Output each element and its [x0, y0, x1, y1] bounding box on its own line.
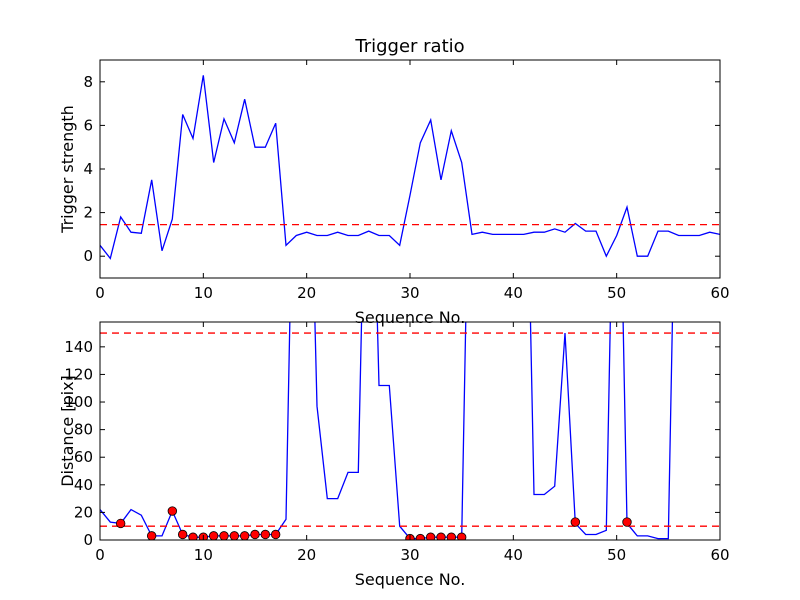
data-point-marker [456, 532, 467, 540]
data-point-marker [146, 531, 157, 540]
x-tick-label: 10 [194, 284, 213, 302]
chart-title: Trigger ratio [354, 36, 464, 57]
data-point-marker [425, 532, 436, 540]
x-tick-label: 50 [607, 284, 626, 302]
data-point-marker [415, 533, 426, 540]
data-series-line [100, 75, 720, 260]
data-point-marker [115, 518, 126, 529]
x-tick-label: 0 [95, 546, 105, 564]
x-tick-label: 0 [95, 284, 105, 302]
y-tick-label: 8 [83, 73, 93, 91]
y-tick-label: 80 [74, 421, 93, 439]
data-point-marker [229, 531, 240, 540]
data-point-marker [250, 529, 260, 540]
data-point-marker [208, 531, 219, 540]
y-tick-label: 100 [64, 393, 93, 411]
x-tick-label: 60 [710, 284, 729, 302]
x-tick-label: 40 [504, 546, 523, 564]
y-tick-label: 140 [64, 338, 93, 356]
data-point-marker [270, 529, 281, 540]
y-axis-label: Distance [pix] [58, 375, 77, 487]
x-axis-label: Sequence No. [355, 570, 466, 589]
data-point-marker [177, 529, 188, 540]
x-tick-label: 30 [400, 284, 419, 302]
x-tick-label: 10 [194, 546, 213, 564]
data-point-marker [570, 517, 581, 527]
data-point-marker [622, 517, 632, 527]
data-point-marker [219, 531, 229, 540]
y-tick-label: 120 [64, 365, 93, 383]
y-tick-label: 0 [83, 247, 93, 265]
data-point-marker [436, 532, 446, 540]
x-tick-label: 60 [710, 546, 729, 564]
y-tick-label: 2 [83, 204, 93, 222]
x-tick-label: 20 [297, 546, 316, 564]
data-point-marker [260, 529, 271, 540]
data-point-marker [446, 532, 457, 540]
y-tick-label: 6 [83, 116, 93, 134]
x-tick-label: 20 [297, 284, 316, 302]
y-tick-label: 40 [74, 476, 93, 494]
x-tick-label: 30 [400, 546, 419, 564]
plot-data-layer [100, 75, 720, 260]
y-tick-label: 4 [83, 160, 93, 178]
y-tick-label: 60 [74, 448, 93, 466]
data-point-marker [188, 532, 198, 540]
y-tick-label: 20 [74, 503, 93, 521]
y-axis-label: Trigger strength [58, 105, 77, 234]
x-tick-label: 40 [504, 284, 523, 302]
data-point-marker [167, 506, 178, 516]
y-tick-label: 0 [83, 531, 93, 549]
distance-chart: 0 10 20 30 40 50 60 0 20 40 60 80 100 120 140 Sequence … [58, 321, 730, 589]
data-point-marker [239, 531, 250, 540]
x-tick-label: 50 [607, 546, 626, 564]
